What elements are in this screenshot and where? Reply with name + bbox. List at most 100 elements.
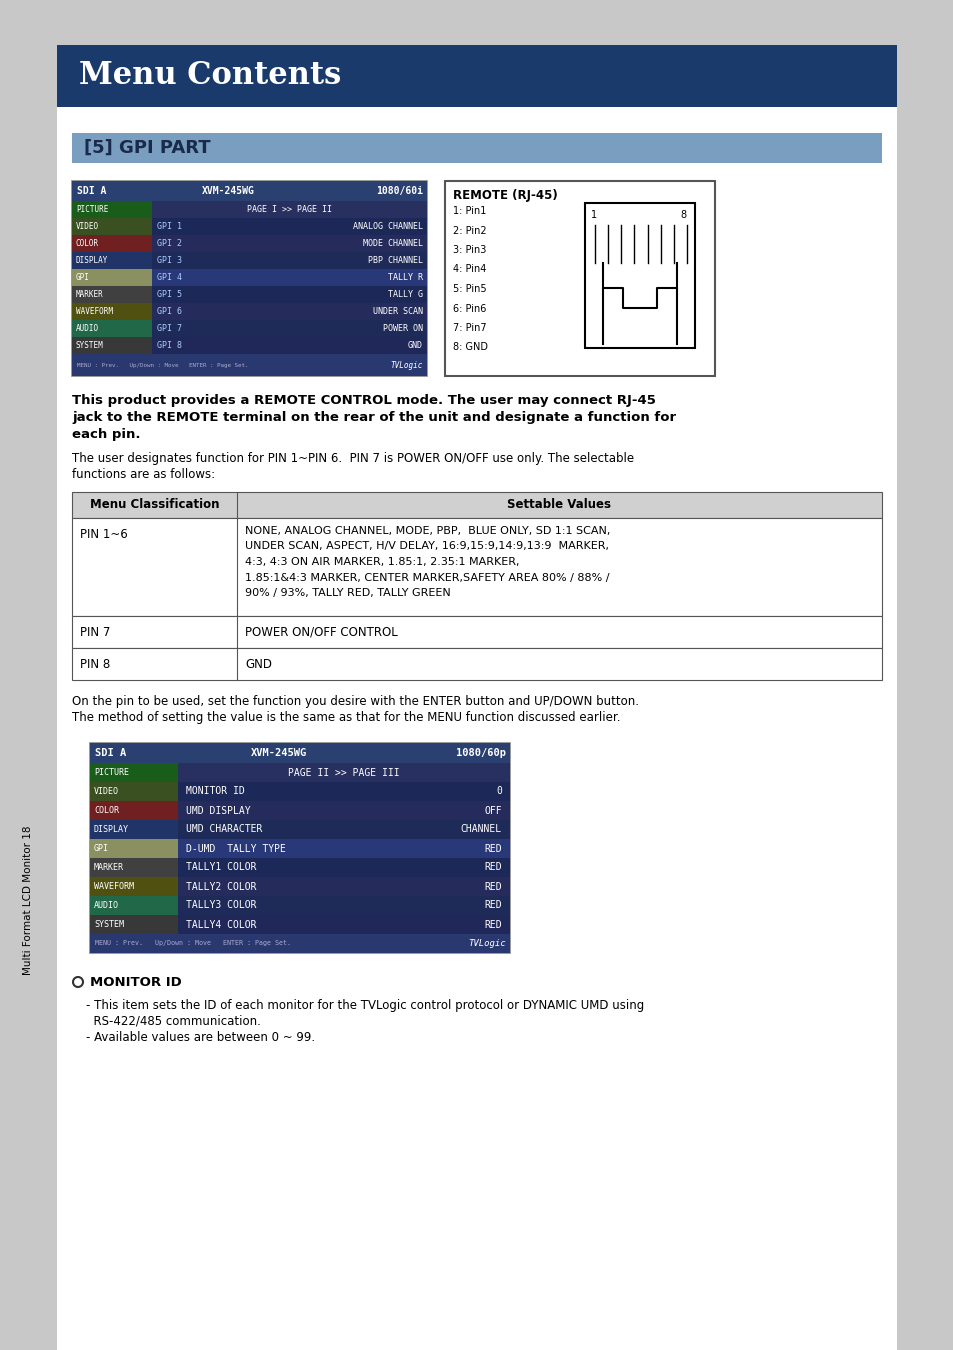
Text: UNDER SCAN, ASPECT, H/V DELAY, 16:9,15:9,14:9,13:9  MARKER,: UNDER SCAN, ASPECT, H/V DELAY, 16:9,15:9… bbox=[245, 541, 608, 552]
Bar bbox=[0, 0, 57, 1350]
Bar bbox=[71, 269, 152, 286]
Text: MENU : Prev.   Up/Down : Move   ENTER : Page Set.: MENU : Prev. Up/Down : Move ENTER : Page… bbox=[95, 941, 291, 946]
Bar bbox=[90, 878, 178, 896]
Bar bbox=[71, 648, 882, 680]
Text: 1080/60i: 1080/60i bbox=[375, 186, 422, 196]
Circle shape bbox=[73, 977, 83, 987]
Text: 90% / 93%, TALLY RED, TALLY GREEN: 90% / 93%, TALLY RED, TALLY GREEN bbox=[245, 589, 450, 598]
Bar bbox=[90, 763, 178, 782]
Bar bbox=[57, 45, 896, 107]
Bar bbox=[71, 518, 882, 616]
Bar bbox=[71, 616, 882, 648]
Text: 5: Pin5: 5: Pin5 bbox=[453, 284, 486, 294]
Bar bbox=[71, 354, 427, 377]
Bar bbox=[71, 201, 152, 217]
Text: MODE CHANNEL: MODE CHANNEL bbox=[363, 239, 422, 248]
Text: XVM-245WG: XVM-245WG bbox=[251, 748, 307, 757]
Text: TALLY R: TALLY R bbox=[388, 273, 422, 282]
Text: MONITOR ID: MONITOR ID bbox=[90, 976, 182, 988]
Text: 1080/60p: 1080/60p bbox=[456, 748, 505, 757]
Text: CHANNEL: CHANNEL bbox=[460, 825, 501, 834]
Bar bbox=[152, 338, 427, 354]
Text: RED: RED bbox=[484, 863, 501, 872]
Text: POWER ON/OFF CONTROL: POWER ON/OFF CONTROL bbox=[245, 625, 397, 639]
Text: 1: Pin1: 1: Pin1 bbox=[453, 207, 486, 216]
Text: TALLY G: TALLY G bbox=[388, 290, 422, 298]
Bar bbox=[178, 782, 510, 801]
Text: TALLY4 COLOR: TALLY4 COLOR bbox=[186, 919, 256, 930]
Text: [5] GPI PART: [5] GPI PART bbox=[84, 139, 211, 157]
Text: Settable Values: Settable Values bbox=[507, 498, 611, 512]
Text: PAGE II >> PAGE III: PAGE II >> PAGE III bbox=[288, 768, 399, 778]
Text: 8: GND: 8: GND bbox=[453, 343, 488, 352]
Bar bbox=[152, 252, 427, 269]
Bar bbox=[71, 235, 152, 252]
Text: SYSTEM: SYSTEM bbox=[76, 342, 104, 350]
Bar bbox=[71, 302, 152, 320]
Text: RED: RED bbox=[484, 844, 501, 853]
Text: MENU : Prev.   Up/Down : Move   ENTER : Page Set.: MENU : Prev. Up/Down : Move ENTER : Page… bbox=[77, 363, 248, 367]
Bar bbox=[584, 202, 695, 348]
Text: The user designates function for PIN 1~PIN 6.  PIN 7 is POWER ON/OFF use only. T: The user designates function for PIN 1~P… bbox=[71, 452, 634, 464]
Text: GPI 3: GPI 3 bbox=[157, 256, 182, 265]
Text: RS-422/485 communication.: RS-422/485 communication. bbox=[86, 1015, 260, 1027]
Bar bbox=[178, 896, 510, 915]
Text: 6: Pin6: 6: Pin6 bbox=[453, 304, 486, 313]
Bar bbox=[57, 0, 896, 45]
Bar bbox=[896, 0, 953, 1350]
Bar bbox=[178, 915, 510, 934]
Text: GND: GND bbox=[245, 657, 272, 671]
Text: 4: Pin4: 4: Pin4 bbox=[453, 265, 486, 274]
Text: 7: Pin7: 7: Pin7 bbox=[453, 323, 486, 333]
Text: PIN 7: PIN 7 bbox=[80, 625, 111, 639]
Text: AUDIO: AUDIO bbox=[94, 900, 119, 910]
Bar bbox=[71, 252, 152, 269]
Text: TALLY1 COLOR: TALLY1 COLOR bbox=[186, 863, 256, 872]
Text: - Available values are between 0 ~ 99.: - Available values are between 0 ~ 99. bbox=[86, 1031, 314, 1044]
Bar bbox=[71, 338, 152, 354]
Bar bbox=[90, 819, 178, 838]
Text: jack to the REMOTE terminal on the rear of the unit and designate a function for: jack to the REMOTE terminal on the rear … bbox=[71, 410, 676, 424]
Bar bbox=[71, 491, 882, 518]
Text: COLOR: COLOR bbox=[94, 806, 119, 815]
Text: 1.85:1&4:3 MARKER, CENTER MARKER,SAFETY AREA 80% / 88% /: 1.85:1&4:3 MARKER, CENTER MARKER,SAFETY … bbox=[245, 572, 609, 582]
Bar bbox=[178, 878, 510, 896]
Text: PIN 1~6: PIN 1~6 bbox=[80, 528, 128, 541]
Text: each pin.: each pin. bbox=[71, 428, 140, 441]
Bar bbox=[57, 163, 896, 181]
Text: On the pin to be used, set the function you desire with the ENTER button and UP/: On the pin to be used, set the function … bbox=[71, 695, 639, 707]
Text: PAGE I >> PAGE II: PAGE I >> PAGE II bbox=[247, 205, 332, 215]
Bar bbox=[90, 934, 510, 953]
Bar bbox=[178, 819, 510, 838]
Text: Menu Classification: Menu Classification bbox=[90, 498, 219, 512]
Text: RED: RED bbox=[484, 900, 501, 910]
Text: DISPLAY: DISPLAY bbox=[76, 256, 109, 265]
Bar bbox=[152, 235, 427, 252]
Text: RED: RED bbox=[484, 919, 501, 930]
Text: GPI: GPI bbox=[76, 273, 90, 282]
Bar bbox=[152, 286, 427, 302]
Text: MARKER: MARKER bbox=[94, 863, 124, 872]
Text: 4:3, 4:3 ON AIR MARKER, 1.85:1, 2.35:1 MARKER,: 4:3, 4:3 ON AIR MARKER, 1.85:1, 2.35:1 M… bbox=[245, 558, 519, 567]
Bar bbox=[178, 859, 510, 878]
Bar bbox=[90, 743, 510, 763]
Text: GPI 1: GPI 1 bbox=[157, 221, 182, 231]
Bar bbox=[71, 134, 882, 163]
Text: D-UMD  TALLY TYPE: D-UMD TALLY TYPE bbox=[186, 844, 286, 853]
Bar bbox=[57, 0, 896, 1350]
Text: MONITOR ID: MONITOR ID bbox=[186, 787, 245, 796]
Bar bbox=[71, 217, 152, 235]
Bar bbox=[57, 107, 896, 135]
Text: XVM-245WG: XVM-245WG bbox=[201, 186, 254, 196]
Bar bbox=[71, 320, 152, 338]
Bar bbox=[90, 859, 178, 878]
Text: SYSTEM: SYSTEM bbox=[94, 919, 124, 929]
Bar bbox=[71, 181, 427, 201]
Text: 1: 1 bbox=[590, 211, 597, 220]
Text: 8: 8 bbox=[680, 211, 686, 220]
Text: The method of setting the value is the same as that for the MENU function discus: The method of setting the value is the s… bbox=[71, 711, 619, 724]
Text: 2: Pin2: 2: Pin2 bbox=[453, 225, 486, 235]
Bar bbox=[90, 838, 178, 859]
Text: UNDER SCAN: UNDER SCAN bbox=[373, 306, 422, 316]
Text: UMD DISPLAY: UMD DISPLAY bbox=[186, 806, 251, 815]
